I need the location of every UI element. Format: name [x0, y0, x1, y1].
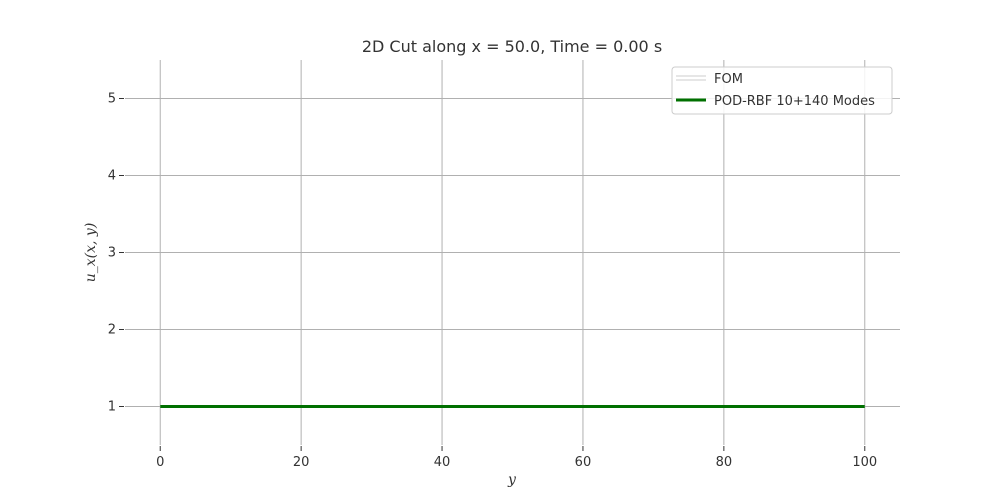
y-tick-label: 5 — [108, 92, 116, 107]
x-tick-label: 80 — [716, 455, 733, 470]
y-tick-label: 4 — [108, 169, 116, 184]
y-axis-label: u_x(x, y) — [83, 223, 99, 283]
y-tick-label: 3 — [108, 246, 116, 261]
x-tick-label: 40 — [434, 455, 451, 470]
x-tick-label: 0 — [156, 455, 164, 470]
x-tick-label: 60 — [575, 455, 592, 470]
axis-ticks: 0 20 40 60 80 100 1 2 3 4 5 — [108, 92, 877, 471]
legend: FOM POD-RBF 10+140 Modes — [671, 66, 893, 115]
chart-title: 2D Cut along x = 50.0, Time = 0.00 s — [362, 37, 662, 56]
y-tick-label: 2 — [108, 323, 116, 338]
legend-label-pod-rbf: POD-RBF 10+140 Modes — [714, 94, 875, 109]
x-tick-label: 100 — [852, 455, 877, 470]
x-axis-label: y — [507, 472, 517, 488]
legend-frame — [671, 66, 893, 115]
legend-label-fom: FOM — [714, 72, 743, 87]
x-tick-label: 20 — [293, 455, 310, 470]
y-tick-label: 1 — [108, 400, 116, 415]
